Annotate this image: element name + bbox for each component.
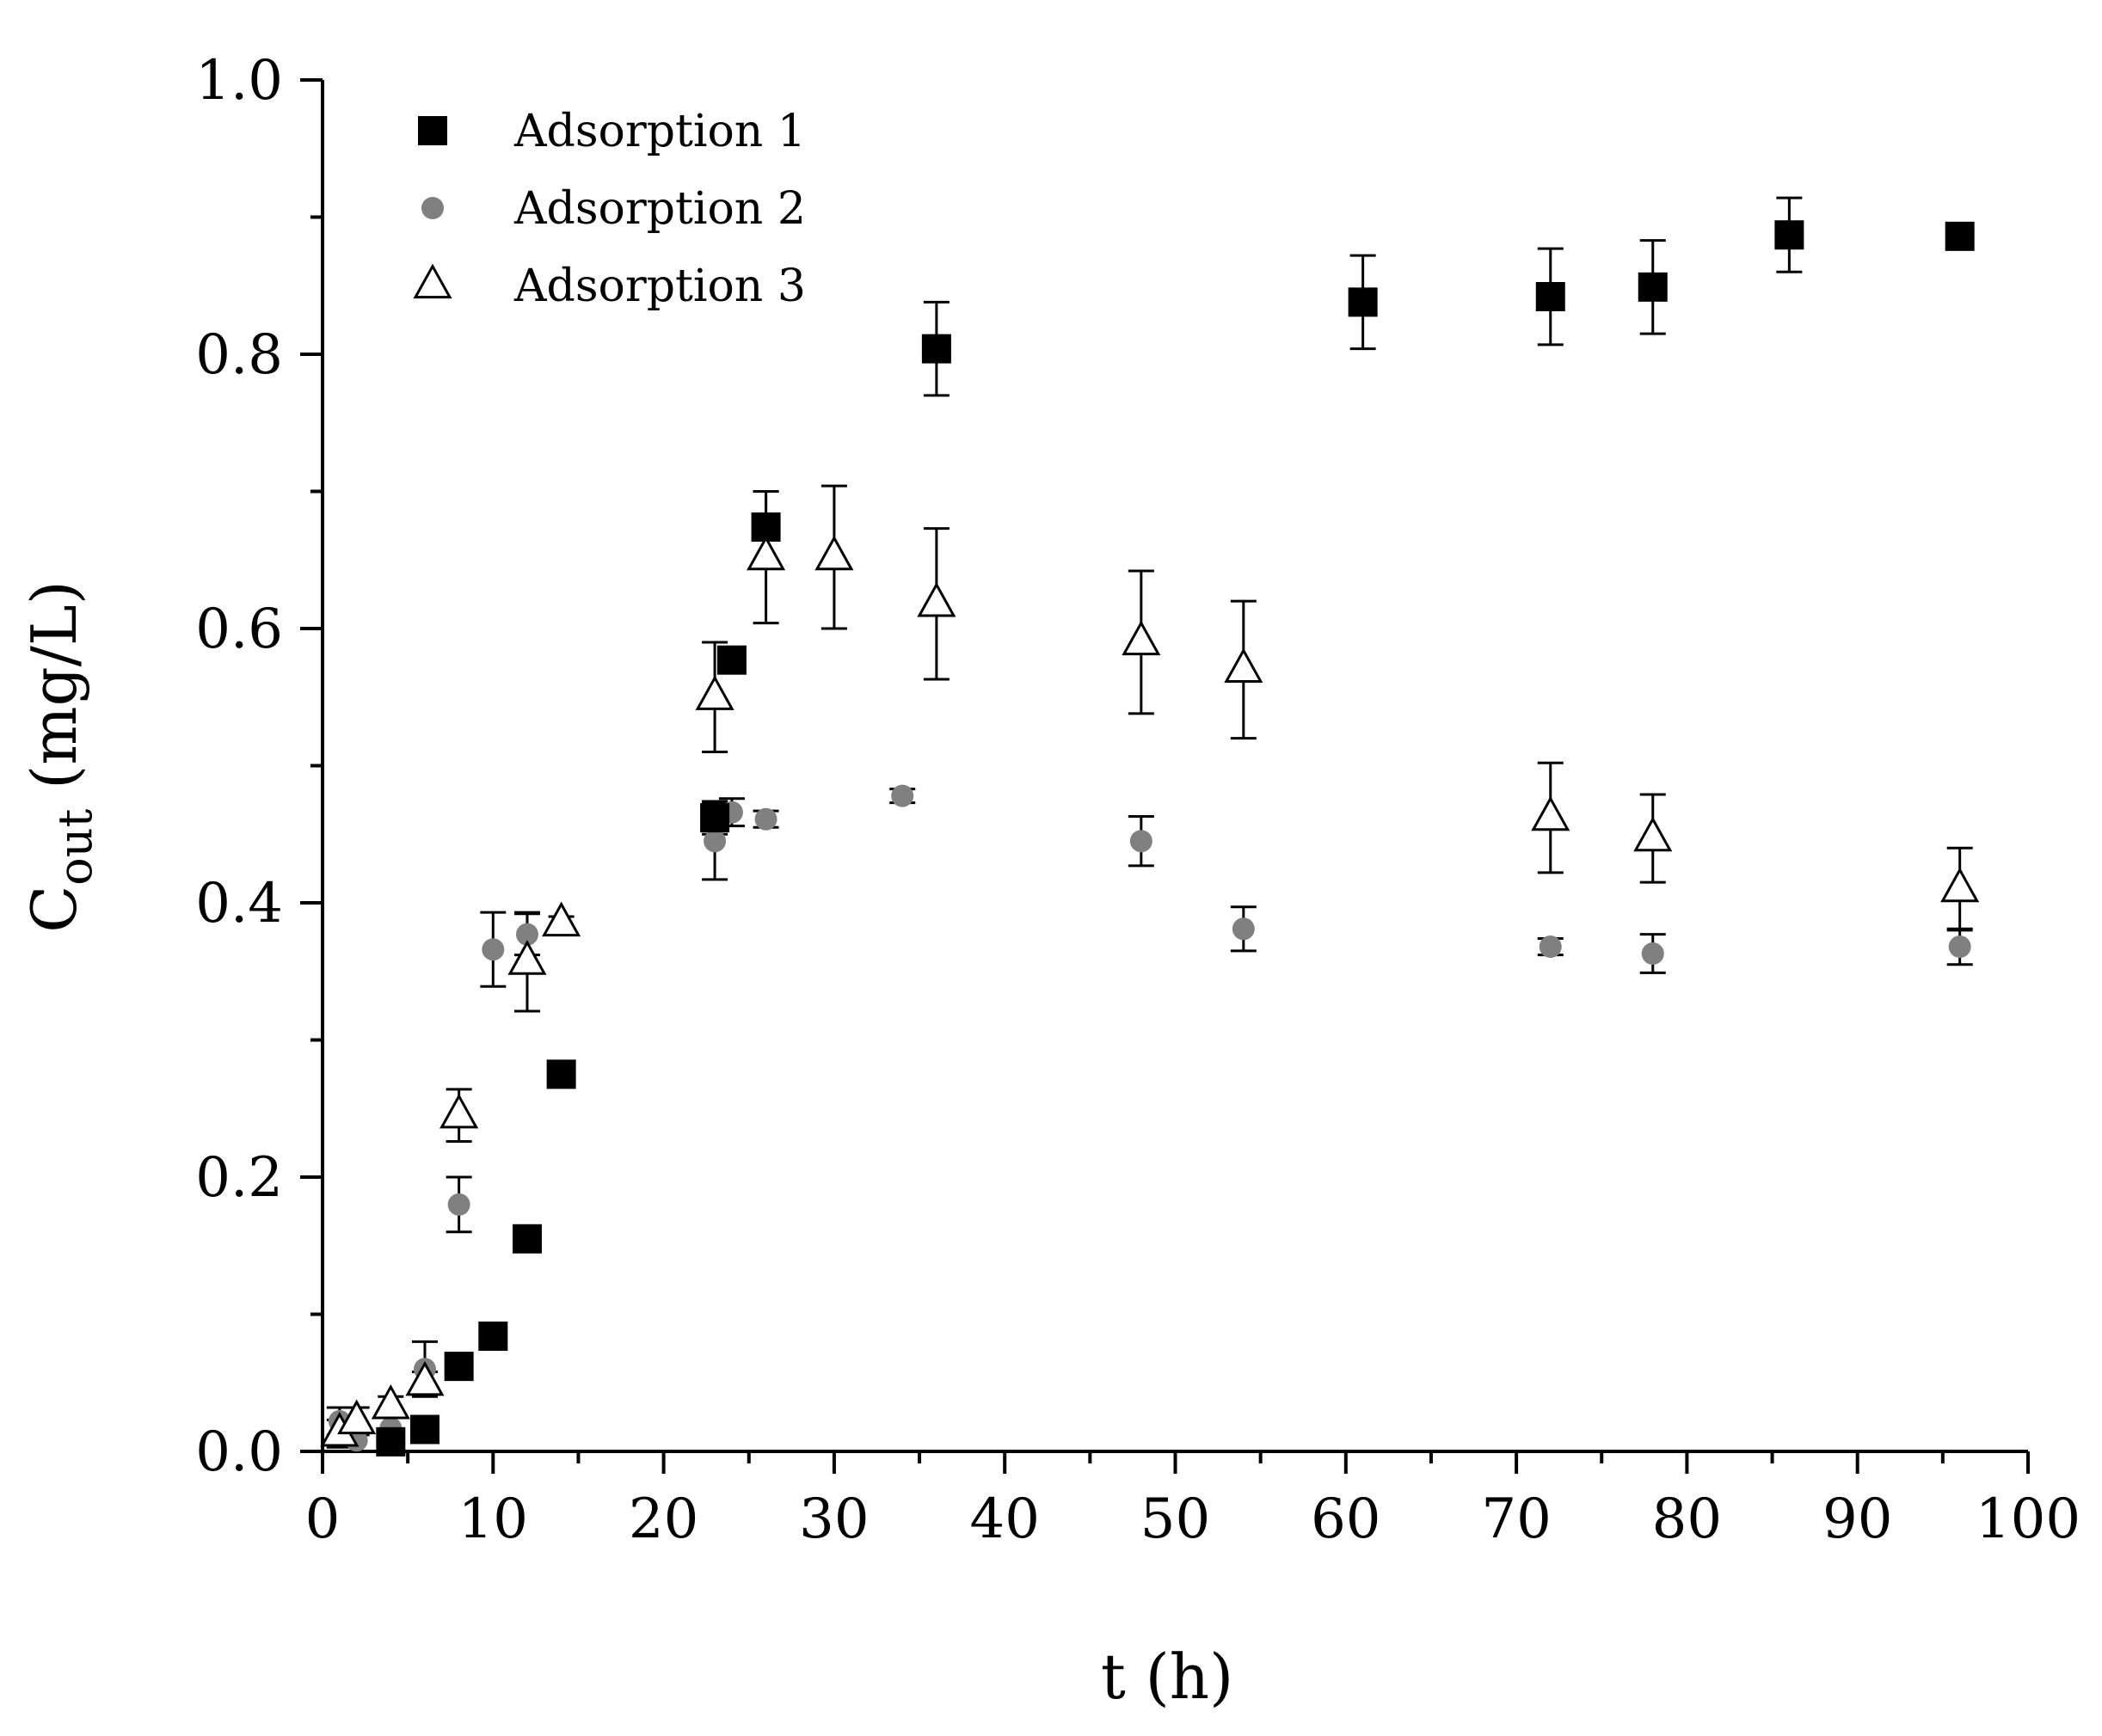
adsorption-1-point — [478, 1322, 508, 1352]
legend-marker-adsorption-1 — [418, 116, 447, 145]
legend-label-adsorption-2: Adsorption 2 — [513, 183, 806, 235]
legend-marker-adsorption-2 — [421, 197, 444, 219]
adsorption-3-point — [917, 581, 956, 617]
adsorption-2-point — [1539, 935, 1562, 959]
adsorption-3-point — [695, 675, 734, 710]
adsorption-1-point — [376, 1426, 406, 1457]
y-axis-title-units: (mg/L) — [18, 580, 90, 809]
adsorption-1-point — [921, 334, 951, 364]
y-axis-title: Cout (mg/L) — [18, 580, 102, 933]
adsorption-1-point — [716, 645, 747, 675]
adsorption-2-point — [1129, 830, 1152, 853]
legend-label-adsorption-3: Adsorption 3 — [513, 261, 806, 312]
x-tick-label: 60 — [1311, 1488, 1380, 1551]
y-axis-title-subscript: out — [48, 808, 102, 885]
legend-label-adsorption-1: Adsorption 1 — [513, 106, 806, 157]
y-tick-label: 0.6 — [195, 598, 283, 661]
legend: Adsorption 1 Adsorption 2 Adsorption 3 — [413, 106, 806, 312]
adsorption-3-point — [1633, 816, 1673, 852]
adsorption-1-point — [1774, 220, 1804, 250]
data-markers — [320, 220, 1980, 1457]
y-tick-label: 0.8 — [195, 323, 283, 387]
adsorption-2-point — [482, 938, 505, 961]
y-axis-title-main: C — [18, 886, 90, 933]
adsorption-3-point — [747, 535, 786, 571]
adsorption-2-point — [754, 807, 777, 831]
legend-marker-adsorption-3 — [413, 263, 452, 299]
x-tick-label: 10 — [458, 1488, 528, 1551]
adsorption-3-point — [1531, 795, 1570, 831]
adsorption-2-point — [447, 1193, 470, 1216]
adsorption-1-point — [444, 1352, 474, 1382]
x-tick-label: 90 — [1822, 1488, 1892, 1551]
adsorption-3-point — [1940, 867, 1980, 903]
x-tick-label: 0 — [305, 1488, 341, 1551]
tick-labels: 0 10 20 30 40 50 60 70 80 90 100 0.0 0.2 0.4 0.6 0.8 1.0 — [195, 49, 2080, 1551]
adsorption-2-point — [1641, 942, 1664, 966]
adsorption-3-point — [507, 940, 547, 975]
adsorption-1-point — [409, 1414, 439, 1445]
adsorption-2-point — [1232, 917, 1255, 941]
adsorption-1-point — [1535, 282, 1565, 312]
x-tick-label: 40 — [969, 1488, 1039, 1551]
adsorption-1-point — [1348, 287, 1378, 317]
adsorption-3-point — [439, 1093, 479, 1129]
adsorption-3-point — [337, 1399, 377, 1435]
adsorption-3-point — [1224, 647, 1263, 684]
adsorption-1-point — [1945, 221, 1975, 251]
y-tick-label: 0.2 — [195, 1146, 283, 1210]
x-tick-label: 80 — [1652, 1488, 1722, 1551]
y-tick-label: 1.0 — [195, 49, 283, 113]
x-tick-label: 30 — [799, 1488, 869, 1551]
adsorption-1-point — [1638, 272, 1668, 302]
adsorption-3-point — [542, 901, 581, 937]
adsorption-3-point — [405, 1360, 445, 1396]
adsorption-3-point — [371, 1383, 410, 1420]
y-tick-label: 0.0 — [195, 1420, 283, 1484]
x-tick-label: 20 — [629, 1488, 698, 1551]
adsorption-1-point — [546, 1059, 576, 1089]
x-tick-label: 50 — [1140, 1488, 1210, 1551]
x-tick-label: 100 — [1976, 1488, 2080, 1551]
ticks — [300, 78, 2030, 1474]
adsorption-2-point — [891, 784, 914, 807]
adsorption-3-point — [1122, 620, 1161, 656]
adsorption-3-point — [814, 535, 854, 571]
x-tick-label: 70 — [1481, 1488, 1551, 1551]
adsorption-1-point — [512, 1224, 542, 1254]
adsorption-2-point — [1948, 935, 1971, 959]
adsorption-1-point — [700, 803, 730, 833]
adsorption-2-point — [515, 923, 538, 946]
y-tick-label: 0.4 — [195, 872, 283, 935]
x-axis-title: t (h) — [1101, 1641, 1233, 1713]
adsorption-2-point — [704, 830, 727, 853]
